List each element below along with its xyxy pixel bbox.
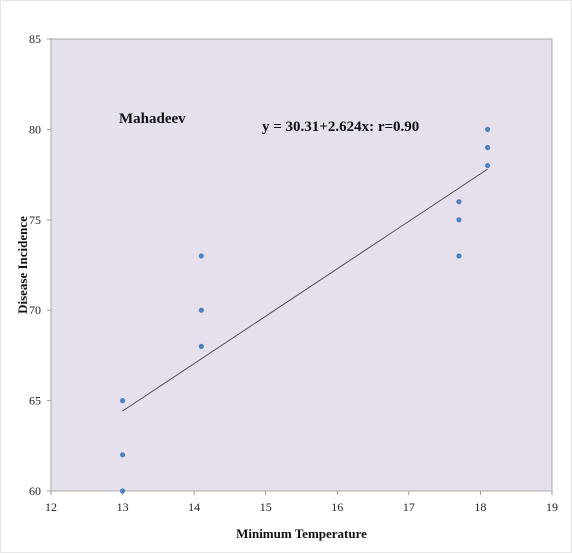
data-point [198,253,204,259]
y-tick-label: 70 [29,303,41,317]
annotation-equation: y = 30.31+2.624x: r=0.90 [262,119,419,135]
x-tick-label: 19 [546,500,558,514]
data-points [119,126,491,494]
data-point [456,253,462,259]
axis-ticks: 12 13 14 15 16 17 18 19 60 65 70 75 80 85 [29,32,558,514]
data-point [119,398,126,404]
x-tick-label: 18 [474,500,486,514]
data-point [456,199,462,205]
y-tick-label: 80 [29,122,41,136]
data-point [484,162,491,169]
data-point [484,144,491,151]
y-axis-title: Disease Incidence [15,216,30,314]
y-tick-label: 85 [29,32,41,46]
plot-area [50,38,553,492]
data-point [119,452,126,458]
data-point [484,126,491,132]
x-tick-label: 13 [117,500,129,514]
x-tick-label: 16 [331,500,343,514]
data-point [456,217,462,223]
x-tick-label: 12 [45,500,57,514]
trendline [122,168,488,412]
x-tick-label: 14 [188,500,200,514]
y-tick-label: 75 [29,213,41,227]
data-point [198,343,204,349]
data-point [198,307,204,313]
x-tick-label: 17 [403,500,415,514]
annotation-location: Mahadeev [119,111,186,127]
x-tick-label: 15 [260,500,272,514]
data-point [119,488,126,494]
y-tick-label: 65 [29,394,41,408]
y-tick-label: 60 [29,484,41,498]
x-axis-title: Minimum Temperature [236,526,367,541]
